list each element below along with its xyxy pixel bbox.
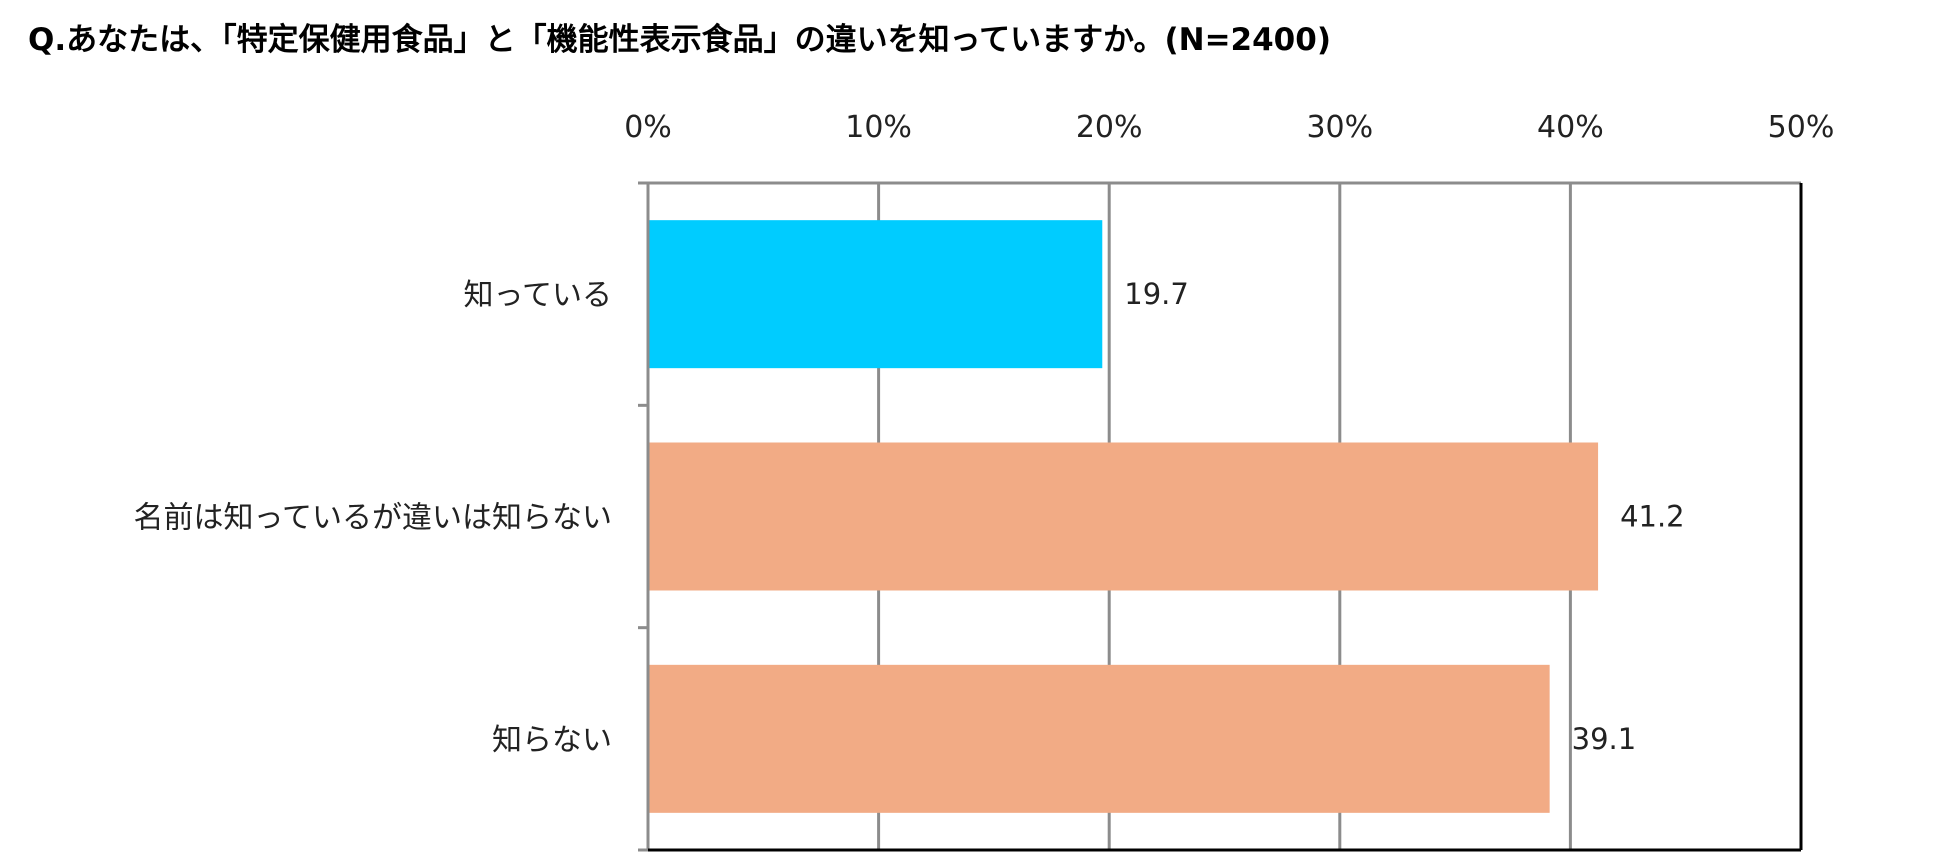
x-tick-label: 0% xyxy=(624,110,672,145)
category-label: 名前は知っているが違いは知らない xyxy=(134,501,613,536)
category-label: 知らない xyxy=(492,723,612,758)
bar xyxy=(648,442,1599,591)
data-label: 39.1 xyxy=(1572,722,1637,756)
bar xyxy=(648,664,1550,813)
category-label: 知っている xyxy=(464,278,613,313)
data-label: 41.2 xyxy=(1620,500,1685,534)
chart-title: Q.あなたは、「特定保健用食品」と「機能性表示食品」の違いを知っていますか。(N… xyxy=(28,22,1331,58)
x-tick-label: 10% xyxy=(845,110,912,145)
bars xyxy=(648,220,1599,813)
data-label: 19.7 xyxy=(1124,277,1189,311)
bar xyxy=(648,220,1103,369)
x-tick-label: 20% xyxy=(1076,110,1143,145)
labels: 0% 10% 20% 30% 40% 50% 知っている 19.7 名前は知っているが違いは知ら… xyxy=(134,110,1835,758)
x-tick-label: 40% xyxy=(1537,110,1604,145)
x-tick-label: 30% xyxy=(1306,110,1373,145)
axes xyxy=(638,181,1803,852)
x-tick-label: 50% xyxy=(1768,110,1835,145)
